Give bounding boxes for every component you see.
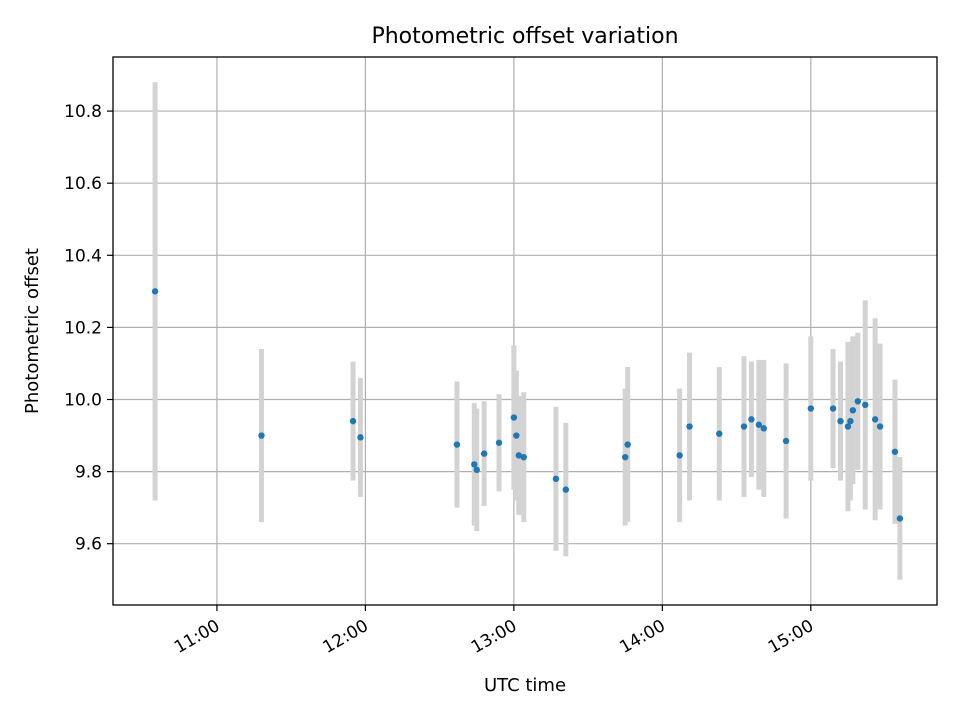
- data-point: [622, 453, 629, 461]
- data-point: [896, 515, 904, 522]
- data-point: [453, 441, 461, 448]
- data-point: [862, 401, 869, 409]
- data-point: [562, 486, 570, 493]
- y-tick-label: 10.0: [64, 391, 102, 411]
- data-point: [837, 417, 844, 425]
- data-point: [891, 448, 899, 455]
- data-point: [495, 439, 503, 446]
- data-point: [686, 423, 693, 430]
- data-point: [716, 430, 723, 437]
- data-point: [480, 450, 488, 457]
- data-point: [807, 405, 815, 412]
- data-point: [760, 425, 767, 432]
- data-point: [829, 405, 837, 412]
- data-point: [471, 461, 478, 468]
- data-point: [513, 432, 520, 439]
- data-point: [849, 407, 857, 414]
- y-tick-label: 10.6: [64, 174, 102, 194]
- data-point: [748, 416, 755, 423]
- data-point: [349, 417, 357, 425]
- data-points: [151, 288, 904, 522]
- data-point: [755, 421, 763, 428]
- data-point: [520, 453, 527, 461]
- x-axis-label: UTC time: [484, 675, 566, 696]
- data-point: [847, 417, 854, 425]
- y-tick-label: 9.8: [75, 463, 102, 483]
- data-point: [854, 398, 862, 405]
- data-point: [740, 423, 748, 430]
- data-point: [151, 288, 159, 295]
- data-point: [624, 441, 631, 448]
- data-point: [871, 416, 879, 423]
- data-point: [510, 414, 518, 421]
- data-point: [473, 466, 480, 474]
- data-point: [844, 423, 852, 430]
- y-axis-ticks: 9.6 9.8 10.0 10.2 10.4 10.6 10.8: [64, 102, 113, 555]
- y-tick-label: 10.8: [64, 102, 102, 122]
- grid: [113, 57, 937, 605]
- data-point: [357, 434, 364, 441]
- y-tick-label: 10.4: [64, 246, 102, 266]
- data-point: [515, 452, 523, 459]
- data-point: [258, 432, 265, 439]
- data-point: [876, 423, 884, 430]
- plot-frame: [112, 56, 938, 606]
- y-tick-label: 10.2: [64, 318, 102, 338]
- data-point: [676, 452, 683, 459]
- data-point: [782, 437, 790, 445]
- y-tick-label: 9.6: [75, 535, 102, 555]
- y-axis-label: Photometric offset: [22, 248, 43, 414]
- chart-title: Photometric offset variation: [371, 24, 678, 49]
- data-point: [552, 475, 560, 483]
